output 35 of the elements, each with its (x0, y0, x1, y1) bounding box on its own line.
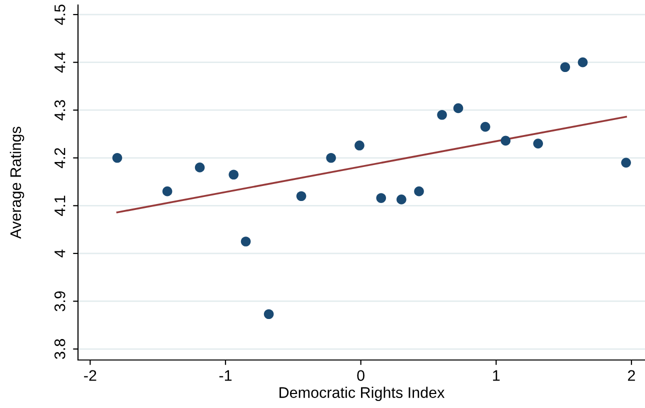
point (578, 57, 588, 68)
point (437, 110, 447, 120)
y-tick-label: 3.9 (54, 291, 66, 312)
x-tick-label: 0 (357, 370, 364, 381)
y-tick-label: 4.5 (54, 4, 66, 25)
point (396, 194, 406, 204)
point (560, 62, 570, 72)
point (453, 103, 464, 114)
x-tick-label: 1 (493, 370, 500, 381)
y-tick-label: 4.1 (54, 196, 66, 216)
point (533, 138, 544, 148)
point (296, 191, 306, 202)
point (621, 158, 631, 168)
y-tick-label: 3.8 (54, 339, 66, 360)
x-tick-label: 2 (628, 370, 635, 381)
y-tick-label: 4.3 (54, 100, 66, 120)
point (376, 193, 386, 203)
point (264, 309, 274, 320)
point (228, 170, 239, 180)
y-tick-label: 4.2 (54, 148, 66, 168)
x-tick-label: -1 (219, 370, 232, 381)
point (112, 152, 122, 163)
x-axis-title: Democratic Rights Index (280, 386, 445, 401)
point (414, 186, 424, 196)
point (354, 140, 364, 150)
x-tick-label: -2 (84, 370, 96, 381)
y-tick-label: 4.4 (54, 52, 66, 73)
point (162, 186, 172, 196)
point (194, 162, 205, 172)
y-tick-label: 4 (54, 250, 66, 258)
point (326, 152, 336, 163)
point (240, 236, 251, 246)
point (480, 122, 490, 132)
point (500, 136, 511, 146)
y-axis-title: Average Ratings (10, 126, 24, 239)
